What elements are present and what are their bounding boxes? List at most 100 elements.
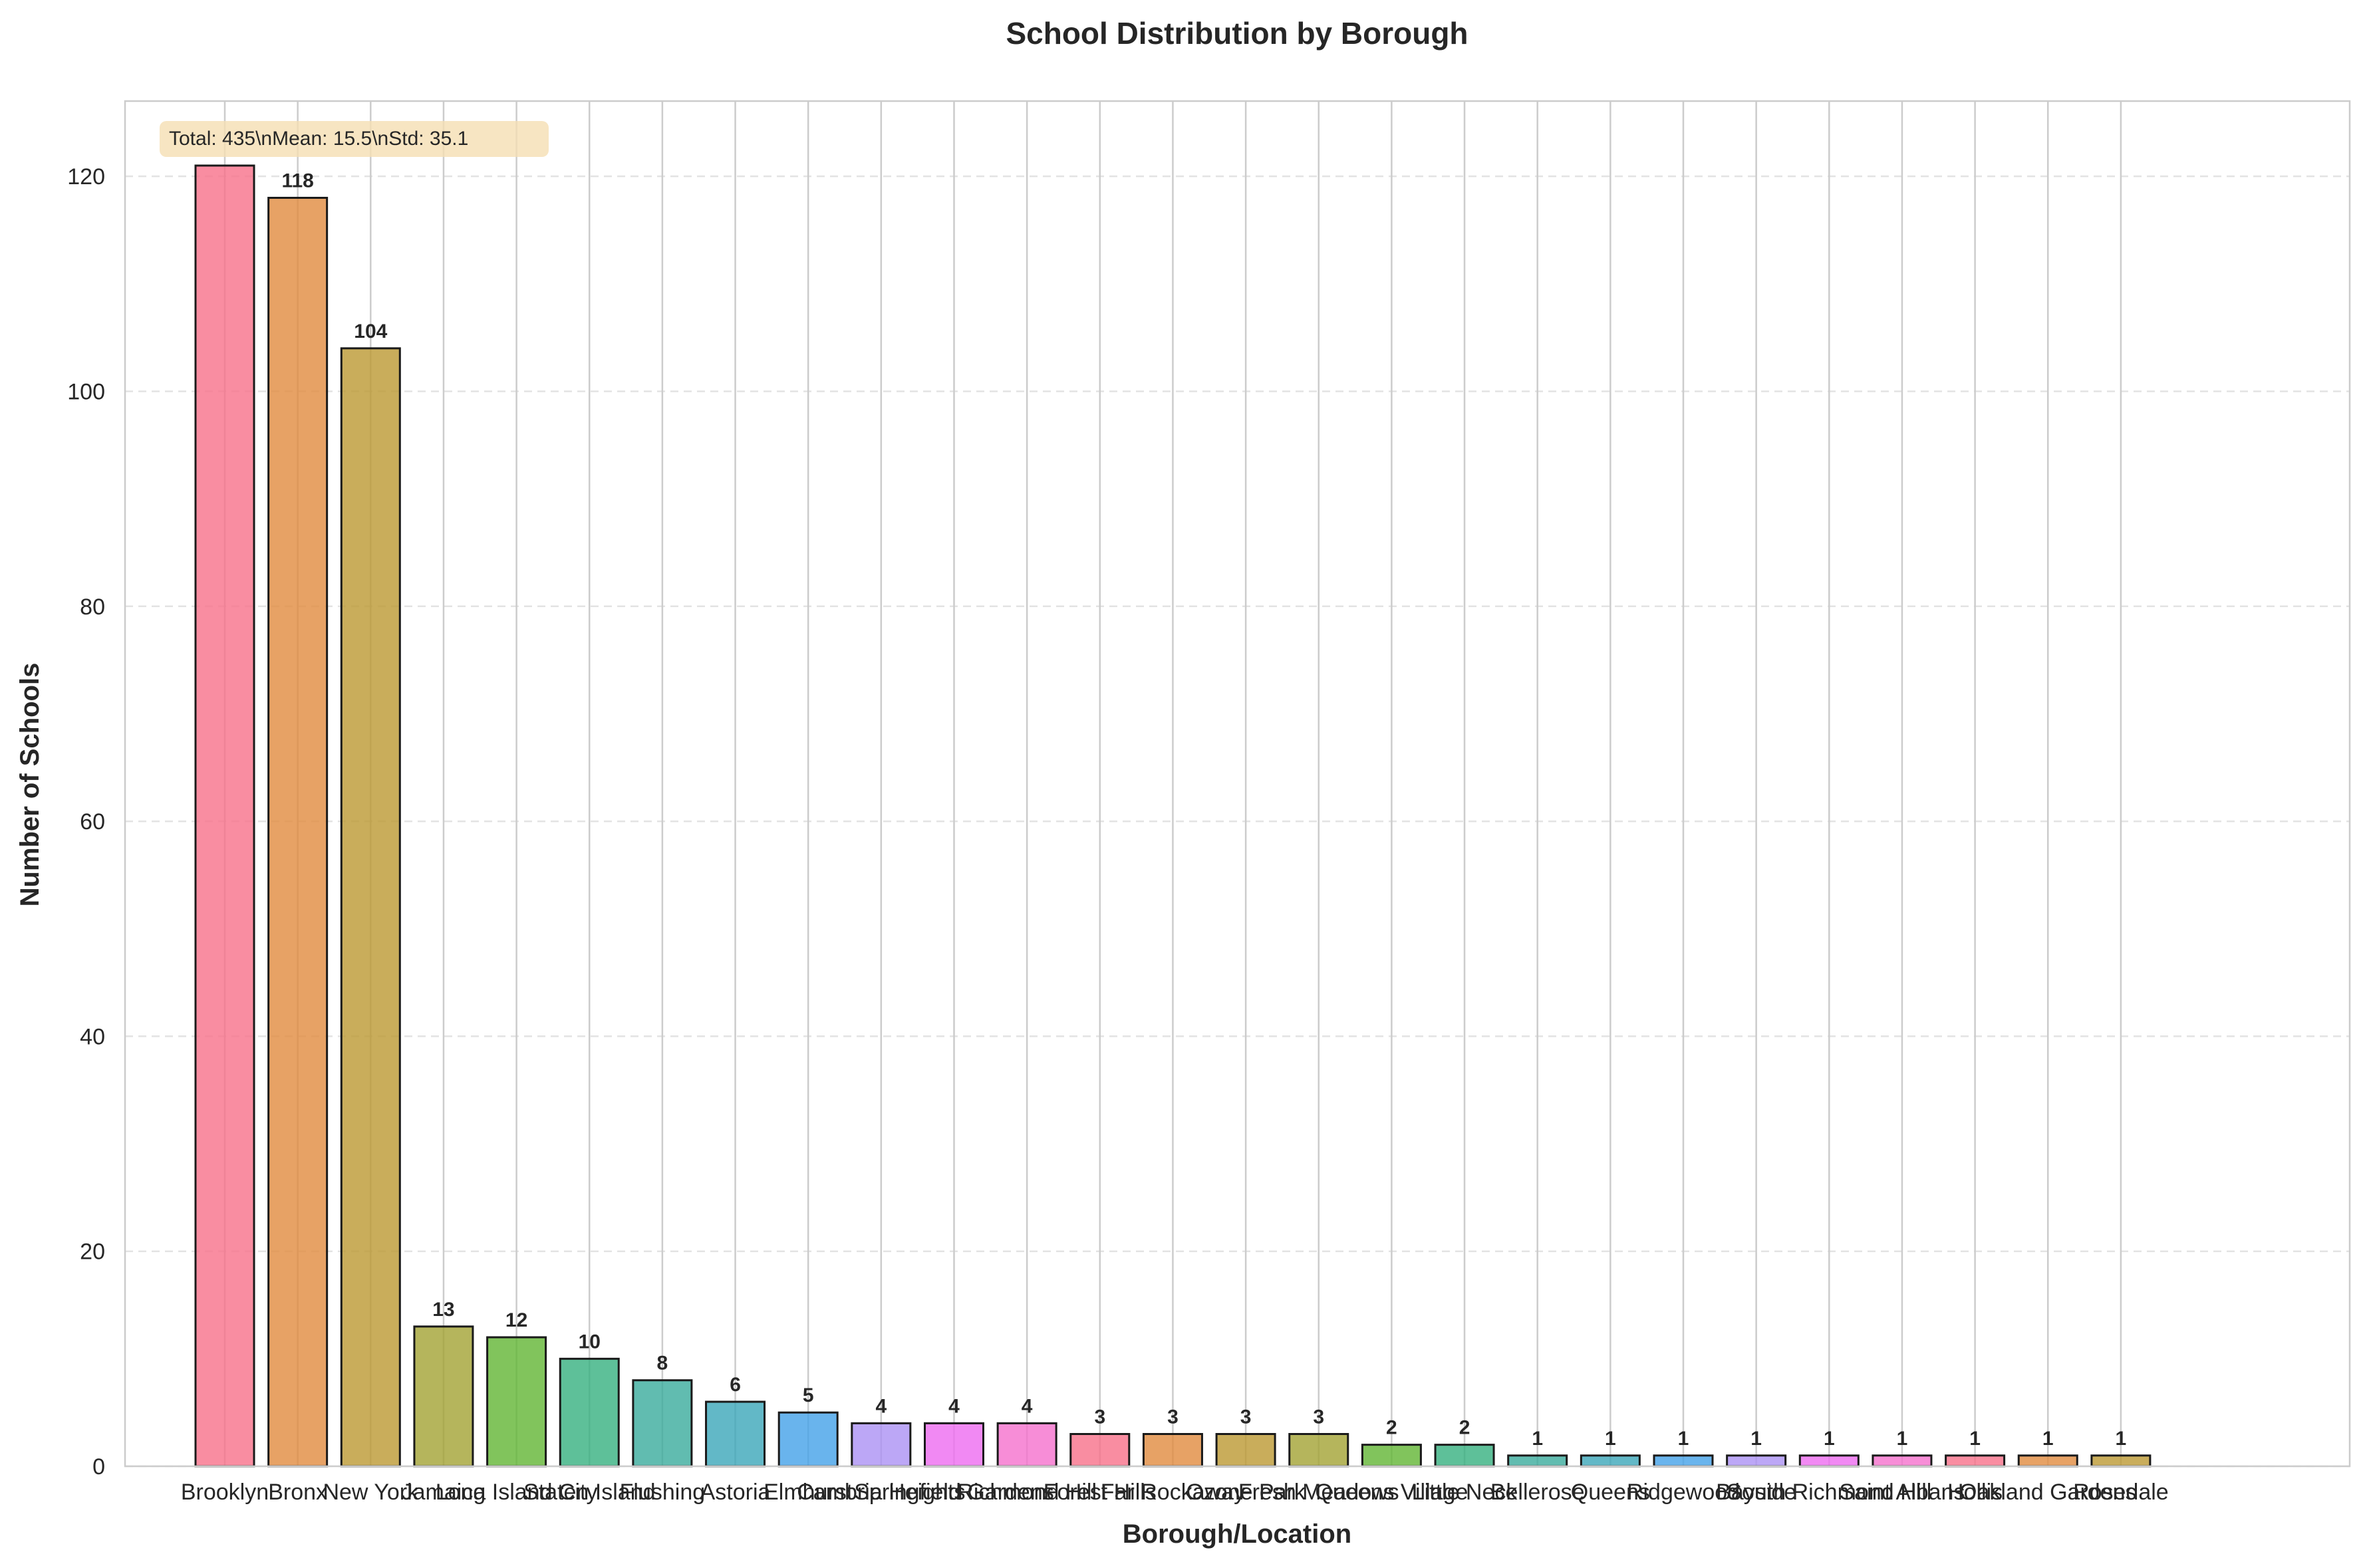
x-tick-label: Saint Albans <box>1839 1480 1965 1505</box>
bar <box>1726 1454 1787 1468</box>
x-tick-label: Fresh Meadows <box>1238 1480 1399 1505</box>
bar-value-label: 3 <box>1240 1406 1252 1428</box>
bar-value-label: 3 <box>1167 1406 1179 1428</box>
x-tick-label: Flushing <box>620 1480 706 1505</box>
bar-value-label: 3 <box>1094 1406 1105 1428</box>
bar <box>1507 1454 1568 1468</box>
bar <box>194 164 255 1468</box>
y-tick-label: 120 <box>67 164 105 190</box>
x-tick-label: Far Rockaway <box>1101 1480 1245 1505</box>
x-tick-label: Elmhurst <box>764 1480 853 1505</box>
vertical-gridlines <box>223 101 2122 1466</box>
bar <box>2090 1454 2152 1468</box>
bar-value-label: 1 <box>1678 1428 1689 1450</box>
x-tick-label: Rosedale <box>2073 1480 2169 1505</box>
x-axis-label: Borough/Location <box>1123 1519 1351 1549</box>
bar-value-label: 3 <box>1313 1406 1324 1428</box>
bar <box>340 347 401 1468</box>
bar <box>1215 1433 1276 1468</box>
bar-value-label: 6 <box>730 1374 741 1396</box>
bar <box>2017 1454 2078 1468</box>
stats-box-text: Total: 435\nMean: 15.5\nStd: 35.1 <box>169 128 468 150</box>
bar-value-label: 5 <box>803 1384 814 1406</box>
x-tick-label: Little Neck <box>1412 1480 1518 1505</box>
bar <box>924 1422 984 1468</box>
x-tick-label: Ozone Park <box>1186 1480 1306 1505</box>
bar <box>1872 1454 1933 1468</box>
bar-value-label: 1 <box>2042 1428 2054 1450</box>
bar-value-label: 1 <box>1897 1428 1908 1450</box>
bar <box>1945 1454 2006 1468</box>
y-tick-label: 100 <box>67 379 105 404</box>
bar <box>851 1422 912 1468</box>
bar-value-label: 118 <box>281 170 313 192</box>
x-tick-label: South Richmond Hill <box>1727 1480 1931 1505</box>
bar <box>1434 1444 1495 1468</box>
bar <box>705 1400 766 1468</box>
bar <box>1580 1454 1641 1468</box>
bar <box>559 1357 620 1468</box>
x-tick-label: Oakland Gardens <box>1959 1480 2137 1505</box>
plot-area <box>125 101 2350 1466</box>
y-tick-label: 20 <box>80 1240 105 1265</box>
bar-value-label: 104 <box>354 321 387 342</box>
x-tick-label: Bellerose <box>1490 1480 1585 1505</box>
x-tick-label: Forest Hills <box>1044 1480 1157 1505</box>
x-tick-label: Bayside <box>1716 1480 1796 1505</box>
x-tick-label: Jamaica <box>402 1480 486 1505</box>
x-tick-label: Bronx <box>268 1480 327 1505</box>
bar <box>267 196 329 1468</box>
bar-value-label: 1 <box>2116 1428 2127 1450</box>
y-axis-label: Number of Schools <box>15 663 45 907</box>
bar-value-label: 4 <box>1022 1395 1033 1417</box>
y-tick-label: 0 <box>92 1454 105 1480</box>
bar-value-label: 13 <box>432 1299 454 1321</box>
bar <box>1653 1454 1714 1468</box>
y-tick-label: 40 <box>80 1024 105 1049</box>
x-tick-label: Springfield Gardens <box>854 1480 1054 1505</box>
chart-title: School Distribution by Borough <box>1006 16 1468 51</box>
x-tick-label: Queens <box>1571 1480 1650 1505</box>
bar <box>632 1379 693 1468</box>
bar <box>1288 1433 1349 1468</box>
bar <box>1798 1454 1860 1468</box>
x-tick-label: Richmond Hill <box>957 1480 1097 1505</box>
bar <box>1142 1433 1203 1468</box>
bar-value-label: 2 <box>1459 1417 1470 1439</box>
bar-value-label: 1 <box>1532 1428 1543 1450</box>
x-tick-label: Staten Island <box>523 1480 655 1505</box>
bar <box>777 1411 839 1468</box>
stats-box-background <box>160 121 549 157</box>
bar-value-label: 12 <box>505 1309 527 1331</box>
bar-series <box>194 164 2152 1468</box>
bar-value-label: 1 <box>1605 1428 1616 1450</box>
bar-value-label: 2 <box>1386 1417 1397 1439</box>
stats-box: Total: 435\nMean: 15.5\nStd: 35.1 <box>160 121 549 157</box>
bar-value-label: 10 <box>579 1331 601 1353</box>
bar-value-labels: 118 104 13 12 10 8 6 5 4 4 4 3 3 3 3 2 2 1 1 1 1 1 1 1 1 1 <box>281 170 2126 1449</box>
y-axis-ticks: 0 20 40 60 80 100 120 <box>67 164 105 1480</box>
bar <box>413 1325 474 1468</box>
bar-value-label: 4 <box>876 1395 887 1417</box>
x-tick-label: Ridgewood <box>1627 1480 1740 1505</box>
bar-value-label: 4 <box>948 1395 960 1417</box>
x-tick-label: Astoria <box>700 1480 771 1505</box>
bar <box>1069 1433 1131 1468</box>
bar-value-label: 8 <box>657 1353 668 1374</box>
y-tick-label: 60 <box>80 809 105 835</box>
x-tick-label: Cambria Heights <box>797 1480 965 1505</box>
bar <box>1361 1444 1422 1468</box>
bar-value-label: 1 <box>1750 1428 1762 1450</box>
bar <box>996 1422 1057 1468</box>
bar-value-label: 1 <box>1824 1428 1835 1450</box>
x-tick-label: Hollis <box>1947 1480 2003 1505</box>
y-tick-label: 80 <box>80 594 105 620</box>
bar-value-label: 1 <box>1969 1428 1981 1450</box>
plot-frame <box>124 100 2351 1468</box>
x-tick-label: Long Island City <box>436 1480 598 1505</box>
x-tick-label: Brooklyn <box>181 1480 269 1505</box>
bar <box>486 1336 547 1468</box>
x-tick-label: Queens Village <box>1315 1480 1468 1505</box>
